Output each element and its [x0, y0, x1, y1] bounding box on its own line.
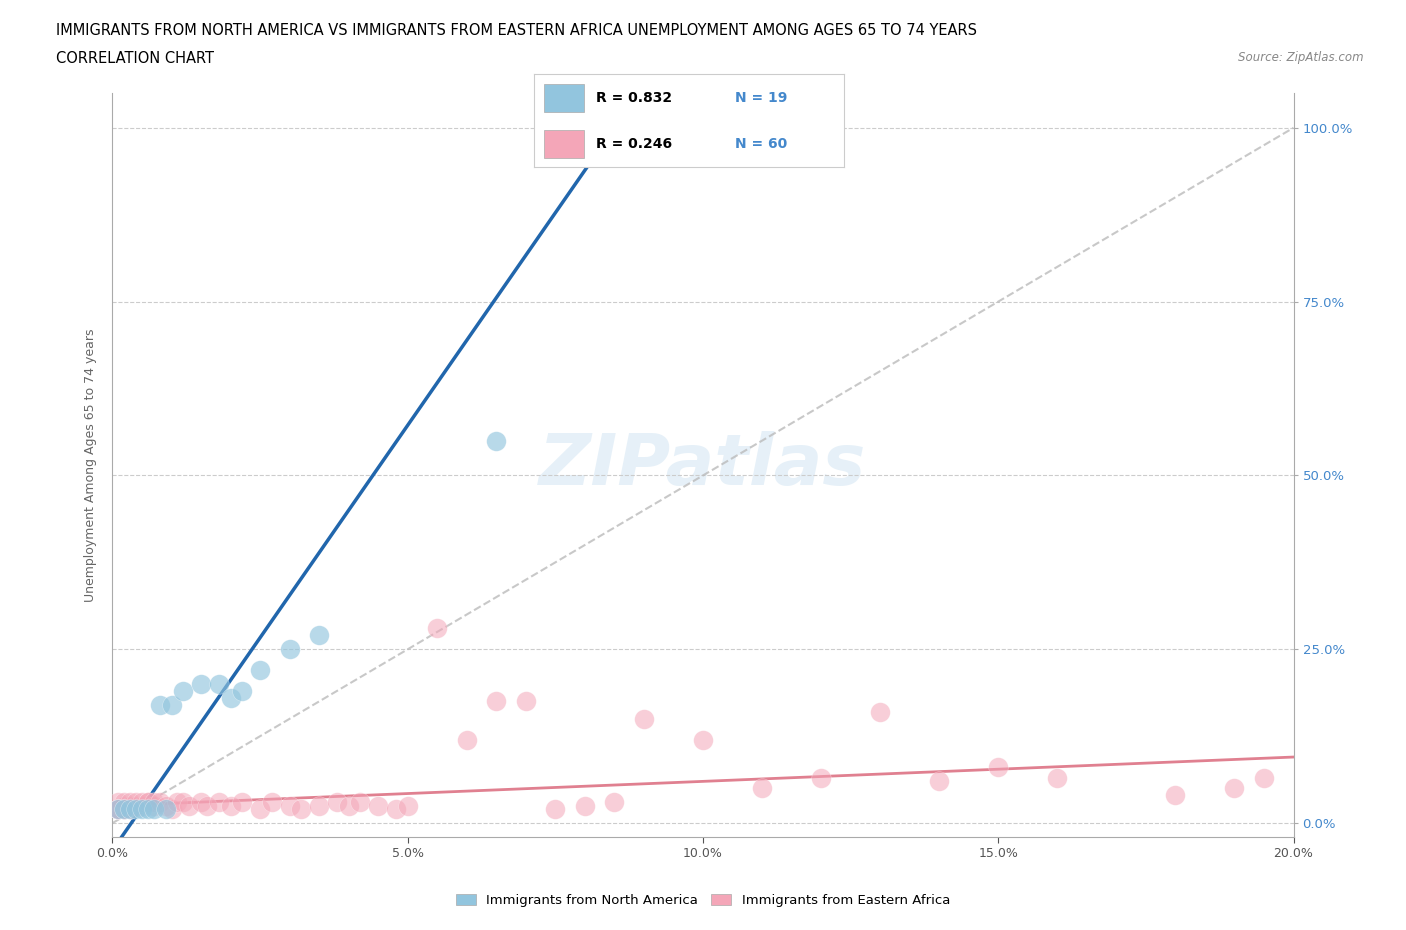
- Point: [107, 802, 129, 817]
- Point: [125, 798, 148, 813]
- Point: [112, 795, 135, 810]
- Text: R = 0.246: R = 0.246: [596, 137, 672, 152]
- Point: [810, 770, 832, 785]
- Point: [208, 795, 231, 810]
- Point: [574, 798, 596, 813]
- Point: [692, 732, 714, 747]
- Point: [155, 802, 177, 817]
- Point: [136, 795, 159, 810]
- Point: [112, 802, 135, 817]
- Point: [278, 642, 301, 657]
- Point: [290, 802, 312, 817]
- Text: IMMIGRANTS FROM NORTH AMERICA VS IMMIGRANTS FROM EASTERN AFRICA UNEMPLOYMENT AMO: IMMIGRANTS FROM NORTH AMERICA VS IMMIGRA…: [56, 23, 977, 38]
- Point: [249, 802, 271, 817]
- Legend: Immigrants from North America, Immigrants from Eastern Africa: Immigrants from North America, Immigrant…: [451, 888, 955, 912]
- Point: [107, 802, 129, 817]
- Point: [231, 795, 253, 810]
- Bar: [544, 130, 583, 158]
- Point: [485, 694, 508, 709]
- Point: [260, 795, 283, 810]
- Point: [112, 802, 135, 817]
- Text: Source: ZipAtlas.com: Source: ZipAtlas.com: [1239, 51, 1364, 64]
- Point: [349, 795, 371, 810]
- Point: [928, 774, 950, 789]
- Point: [149, 795, 172, 810]
- Text: CORRELATION CHART: CORRELATION CHART: [56, 51, 214, 66]
- Point: [160, 698, 183, 712]
- Bar: [544, 84, 583, 112]
- Point: [231, 684, 253, 698]
- Point: [208, 677, 231, 692]
- Point: [142, 802, 165, 817]
- Point: [337, 798, 360, 813]
- Point: [385, 802, 408, 817]
- Point: [219, 690, 242, 705]
- Point: [987, 760, 1010, 775]
- Point: [125, 802, 148, 817]
- Point: [131, 795, 153, 810]
- Text: N = 60: N = 60: [735, 137, 787, 152]
- Point: [249, 663, 271, 678]
- Text: N = 19: N = 19: [735, 90, 787, 105]
- Point: [485, 433, 508, 448]
- Point: [308, 798, 330, 813]
- Point: [195, 798, 218, 813]
- Point: [131, 798, 153, 813]
- Text: R = 0.832: R = 0.832: [596, 90, 672, 105]
- Point: [155, 798, 177, 813]
- Point: [142, 798, 165, 813]
- Point: [131, 802, 153, 817]
- Point: [869, 704, 891, 719]
- Point: [190, 795, 212, 810]
- Point: [190, 677, 212, 692]
- Point: [179, 798, 201, 813]
- Y-axis label: Unemployment Among Ages 65 to 74 years: Unemployment Among Ages 65 to 74 years: [83, 328, 97, 602]
- Point: [219, 798, 242, 813]
- Point: [633, 711, 655, 726]
- Point: [326, 795, 349, 810]
- Point: [544, 802, 567, 817]
- Point: [120, 802, 142, 817]
- Point: [172, 795, 194, 810]
- Point: [426, 621, 449, 636]
- Point: [308, 628, 330, 643]
- Point: [136, 802, 159, 817]
- Point: [278, 798, 301, 813]
- Point: [1253, 770, 1275, 785]
- Text: ZIPatlas: ZIPatlas: [540, 431, 866, 499]
- Point: [1164, 788, 1187, 803]
- Point: [149, 698, 172, 712]
- Point: [107, 802, 129, 817]
- Point: [456, 732, 478, 747]
- Point: [107, 802, 129, 817]
- Point: [136, 795, 159, 810]
- Point: [396, 798, 419, 813]
- Point: [107, 802, 129, 817]
- Point: [112, 802, 135, 817]
- Point: [160, 802, 183, 817]
- Point: [367, 798, 389, 813]
- Point: [1046, 770, 1069, 785]
- Point: [120, 795, 142, 810]
- Point: [112, 798, 135, 813]
- Point: [166, 795, 188, 810]
- Point: [120, 798, 142, 813]
- Point: [120, 802, 142, 817]
- Point: [751, 781, 773, 796]
- Point: [515, 694, 537, 709]
- Point: [1223, 781, 1246, 796]
- Point: [603, 795, 626, 810]
- Point: [107, 795, 129, 810]
- Point: [142, 795, 165, 810]
- Point: [125, 795, 148, 810]
- Point: [172, 684, 194, 698]
